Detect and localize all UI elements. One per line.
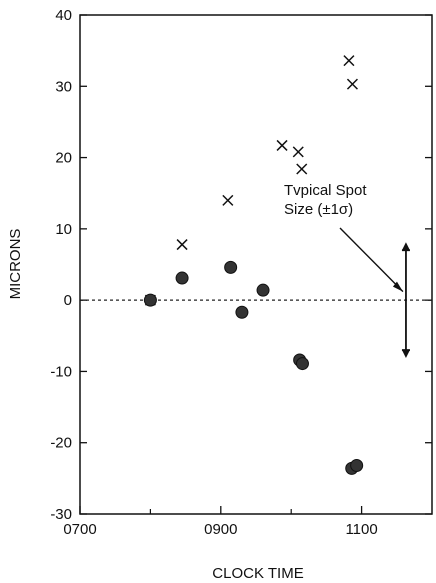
y-tick-label: -10 — [50, 363, 72, 380]
x-marker-point — [222, 194, 234, 206]
x-marker-point — [296, 163, 308, 175]
y-tick-label: 10 — [55, 221, 72, 238]
circle-marker-point — [295, 357, 309, 371]
error-bar-arrow-down — [401, 350, 410, 359]
error-bar-arrow-up — [401, 242, 410, 251]
x-marker-stroke — [276, 139, 288, 151]
annotation-pointer-head — [392, 281, 403, 292]
x-axis-label: CLOCK TIME — [212, 565, 303, 582]
data-points — [143, 55, 364, 475]
annotation-line-2: Size (±1σ) — [284, 201, 353, 218]
circle-marker-point — [175, 271, 189, 285]
x-marker-point — [276, 139, 288, 151]
circle-marker-point — [350, 459, 364, 473]
x-marker-stroke — [222, 194, 234, 206]
y-tick-label: 20 — [55, 150, 72, 167]
annotation-pointer-line — [339, 227, 404, 293]
circle-marker-point — [224, 260, 238, 274]
x-tick-label: 0700 — [63, 521, 96, 538]
x-marker-point — [176, 239, 188, 251]
y-tick-label: -30 — [50, 506, 72, 523]
x-marker-point — [292, 146, 304, 158]
x-marker-point — [343, 55, 355, 67]
y-axis-label: MICRONS — [7, 229, 24, 300]
x-marker-stroke — [176, 239, 188, 251]
x-marker-stroke — [292, 146, 304, 158]
x-marker-stroke — [343, 55, 355, 67]
x-marker-stroke — [296, 163, 308, 175]
circle-marker-point — [256, 283, 270, 297]
y-tick-label: -20 — [50, 435, 72, 452]
y-tick-label: 30 — [55, 78, 72, 95]
plot-border — [79, 14, 433, 515]
circle-marker-point — [143, 293, 157, 307]
y-tick-label: 0 — [64, 292, 72, 309]
circle-marker-point — [235, 305, 249, 319]
x-tick-label: 1100 — [345, 521, 377, 538]
y-tick-label: 40 — [55, 7, 72, 24]
annotation-line-1: Tvpical Spot — [284, 182, 367, 199]
plot-area — [79, 14, 433, 515]
x-tick-label: 0900 — [204, 521, 237, 538]
spot-size-annotation: Tvpical Spot Size (±1σ) — [284, 182, 410, 359]
x-marker-point — [346, 78, 358, 90]
x-marker-stroke — [346, 78, 358, 90]
